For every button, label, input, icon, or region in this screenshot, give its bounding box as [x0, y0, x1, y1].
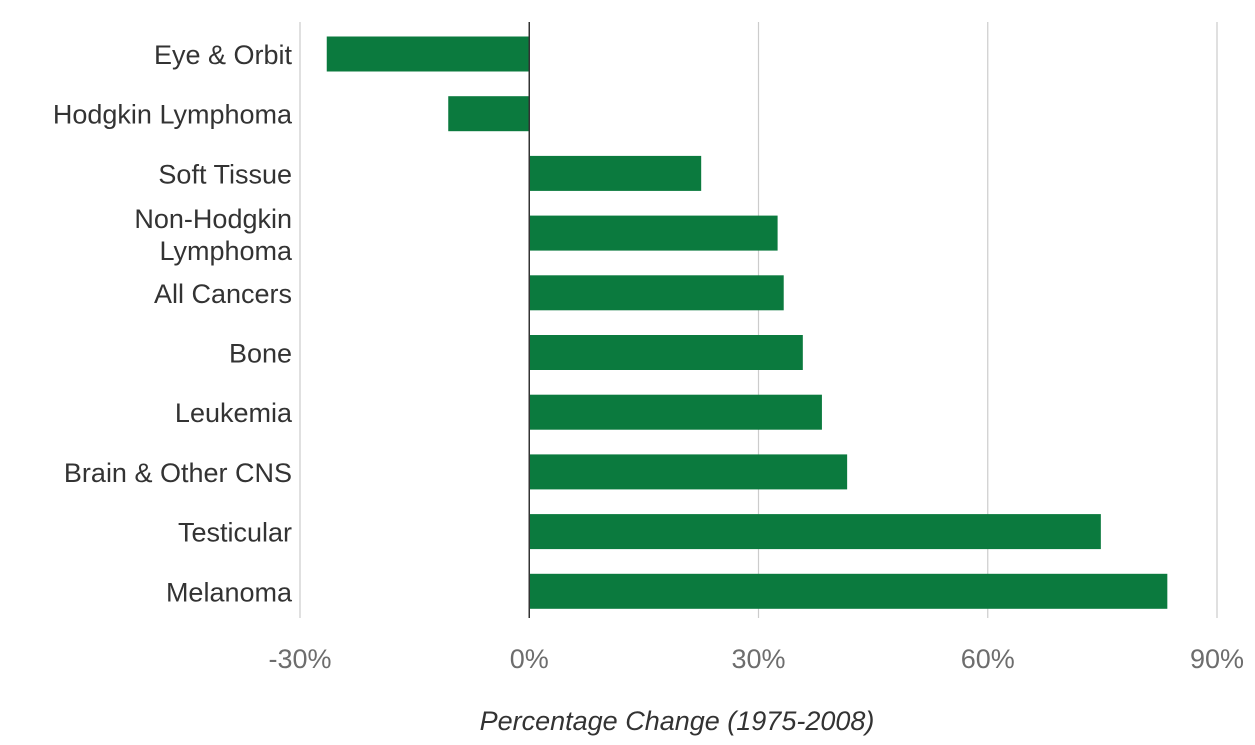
x-tick-label: 90%	[1190, 644, 1244, 674]
category-label: All Cancers	[154, 279, 292, 309]
category-label: Hodgkin Lymphoma	[53, 100, 293, 130]
bar	[529, 335, 803, 370]
x-tick-label: -30%	[268, 644, 331, 674]
bars	[326, 36, 1168, 609]
category-label: Eye & Orbit	[154, 40, 293, 70]
category-label: Bone	[229, 339, 292, 369]
category-label: Testicular	[178, 518, 292, 548]
category-label: Brain & Other CNS	[64, 458, 292, 488]
bar	[529, 394, 822, 430]
x-tick-label: 0%	[510, 644, 549, 674]
bar	[529, 454, 848, 490]
bar	[529, 573, 1168, 609]
bar	[326, 36, 530, 72]
category-labels: Eye & Orbit Hodgkin Lymphoma Soft Tissue No…	[53, 40, 293, 607]
bar	[529, 215, 778, 251]
category-label: Melanoma	[166, 577, 293, 607]
bar	[448, 96, 530, 132]
category-label: Leukemia	[175, 398, 293, 428]
x-axis-title: Percentage Change (1975-2008)	[480, 706, 875, 736]
x-tick-labels: -30% 0% 30% 60% 90%	[268, 644, 1244, 674]
x-tick-label: 30%	[731, 644, 785, 674]
category-label: Soft Tissue	[158, 159, 292, 189]
category-label: Non-Hodgkin Lymphoma	[134, 204, 293, 266]
bar	[529, 514, 1101, 550]
bar	[529, 275, 784, 311]
bar	[529, 155, 702, 191]
x-tick-label: 60%	[961, 644, 1015, 674]
